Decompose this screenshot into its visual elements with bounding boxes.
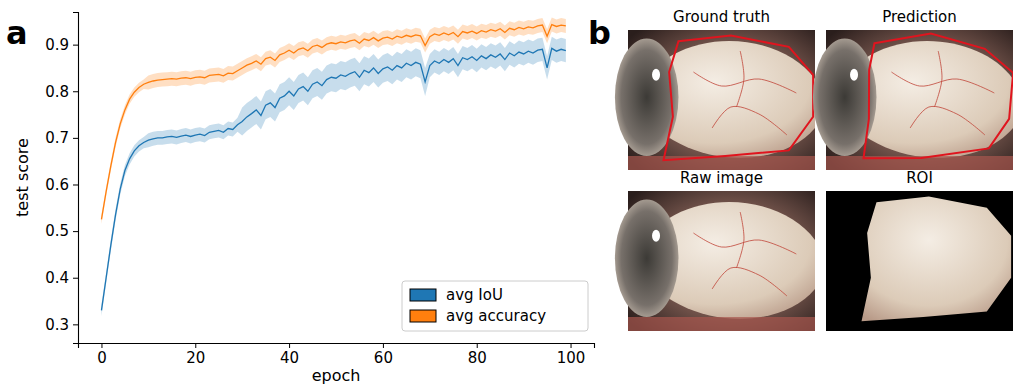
vessel	[736, 51, 744, 107]
legend: avg IoU avg accuracy	[402, 281, 588, 331]
tick: 0.7	[45, 129, 78, 147]
image-title: Prediction	[882, 8, 957, 26]
tick-mark	[383, 343, 384, 348]
vessel	[910, 106, 985, 135]
tick-mark	[73, 184, 78, 185]
y-axis-title: test score	[13, 138, 32, 217]
y-axis: 0.3 0.4 0.5 0.6 0.7 0.8 0.9	[45, 13, 78, 344]
vessel	[712, 106, 787, 135]
tick-mark	[73, 138, 78, 139]
tick: 20	[186, 343, 205, 367]
legend-swatch	[410, 310, 436, 322]
tick: 0.5	[45, 222, 78, 240]
line	[101, 48, 565, 310]
tick-mark	[73, 45, 78, 46]
vessel	[934, 51, 942, 107]
tick-label: 100	[557, 349, 586, 367]
axis-line	[79, 344, 595, 349]
tick-label: 0.7	[45, 129, 69, 147]
image-background	[826, 191, 1013, 331]
tick-mark	[477, 343, 478, 348]
tick: 60	[374, 343, 393, 367]
tick: 40	[280, 343, 299, 367]
plot-area	[101, 18, 565, 316]
tick-mark	[73, 278, 78, 279]
tick-mark	[101, 343, 102, 348]
axis-line	[73, 13, 79, 344]
tick: 0.6	[45, 176, 78, 194]
tick-label: 0.6	[45, 176, 69, 194]
reflection	[652, 230, 660, 242]
tick-label: 20	[186, 349, 205, 367]
tick-label: 80	[468, 349, 487, 367]
image-title: Raw image	[680, 169, 763, 187]
tick-label: 0.8	[45, 83, 69, 101]
tick: 0	[97, 343, 107, 367]
tick-mark	[73, 91, 78, 92]
tick-mark	[571, 343, 572, 348]
vessel	[693, 233, 796, 254]
panel-label: a	[6, 14, 28, 52]
panel-label: b	[588, 14, 611, 52]
error-band	[101, 18, 565, 225]
image-panel	[615, 30, 815, 170]
roi-outline	[864, 34, 1013, 159]
tick-label: 40	[280, 349, 299, 367]
tick: 0.8	[45, 83, 78, 101]
tick-mark	[289, 343, 290, 348]
lower-lid	[628, 156, 815, 170]
image-panel	[615, 191, 815, 331]
roi-outline	[664, 36, 814, 161]
x-axis-title: epoch	[312, 366, 361, 385]
tick-mark	[195, 343, 196, 348]
iris	[615, 199, 679, 317]
tick: 0.4	[45, 269, 78, 287]
vessel	[693, 72, 796, 93]
image-title: ROI	[906, 169, 933, 187]
tick: 100	[557, 343, 586, 367]
tick: 0.9	[45, 36, 78, 54]
image-panel	[826, 191, 1013, 331]
vessel	[712, 267, 787, 296]
image-panel	[813, 30, 1013, 170]
roi-region	[862, 197, 1012, 322]
tick-label: 0.3	[45, 316, 69, 334]
tick-label: 0.4	[45, 269, 69, 287]
tick: 80	[468, 343, 487, 367]
lower-lid	[628, 317, 815, 331]
tick-label: 0	[97, 349, 107, 367]
legend-swatch	[410, 289, 436, 301]
legend-label: avg IoU	[446, 286, 503, 304]
vessel	[891, 72, 994, 93]
legend-label: avg accuracy	[446, 307, 546, 325]
reflection	[850, 69, 858, 81]
tick-label: 0.9	[45, 36, 69, 54]
x-axis: 0 20 40 60 80 100	[79, 343, 595, 367]
reflection	[652, 69, 660, 81]
tick-label: 0.5	[45, 222, 69, 240]
tick-mark	[73, 324, 78, 325]
image-title: Ground truth	[673, 8, 770, 26]
vessel	[736, 212, 744, 268]
figure: 0 20 40 60 80 100 0.3 0.4 0.5 0.6 0.7 0.8 0.9 epoch te…	[0, 0, 1013, 385]
legend-frame	[402, 281, 588, 331]
line	[101, 25, 565, 220]
tick: 0.3	[45, 316, 78, 334]
tick-mark	[73, 231, 78, 232]
tick-label: 60	[374, 349, 393, 367]
